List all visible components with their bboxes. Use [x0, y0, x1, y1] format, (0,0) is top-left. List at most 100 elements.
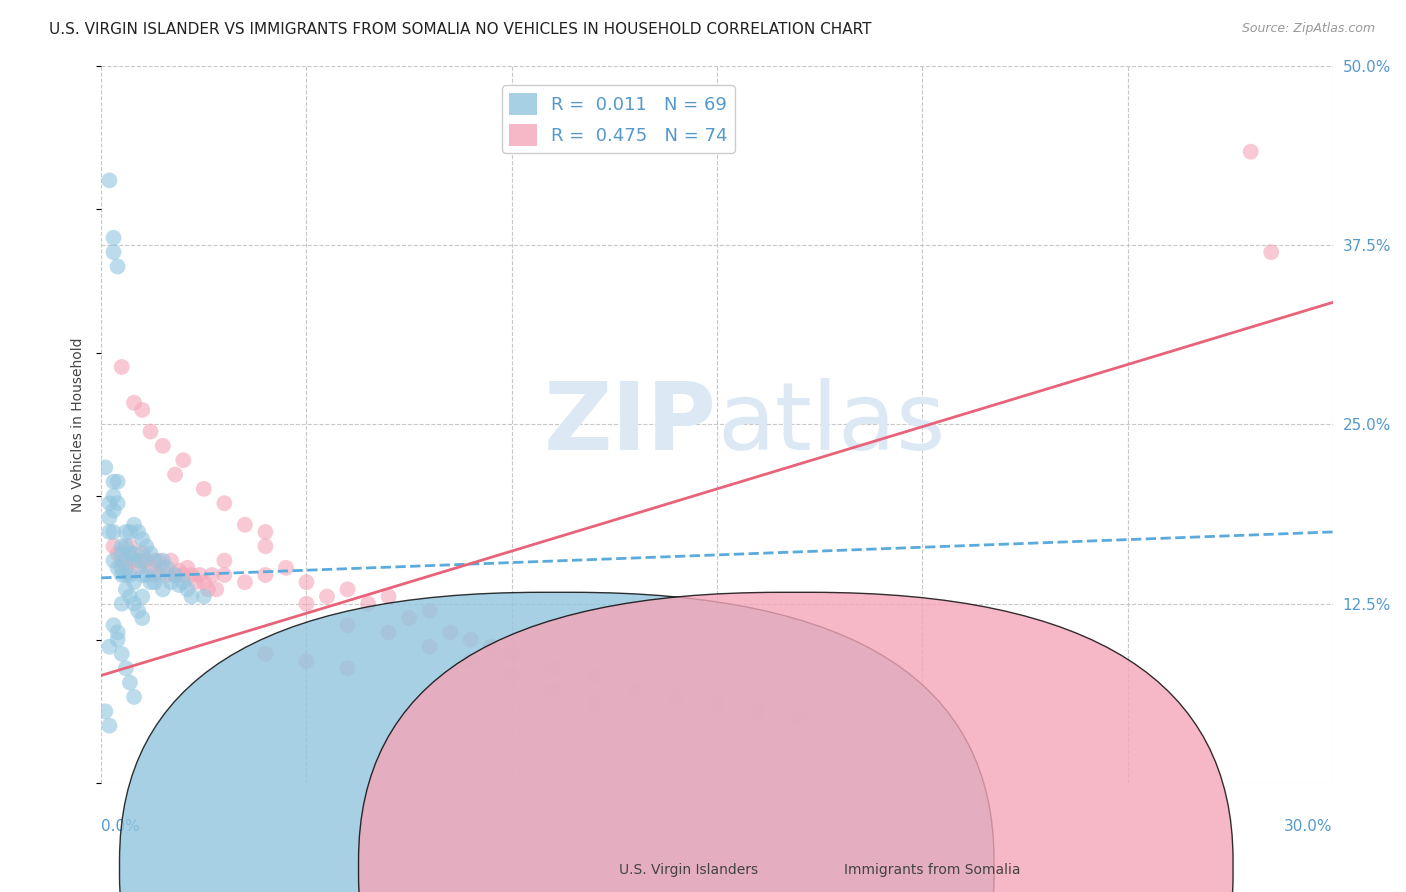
Point — [706, 697, 728, 711]
Point — [111, 597, 134, 611]
Point — [295, 597, 318, 611]
Point — [131, 532, 153, 546]
Point — [127, 604, 149, 618]
Point — [118, 590, 141, 604]
Point — [103, 489, 125, 503]
Point — [115, 539, 138, 553]
Point — [118, 675, 141, 690]
Text: Source: ZipAtlas.com: Source: ZipAtlas.com — [1241, 22, 1375, 36]
Point — [205, 582, 228, 597]
Point — [107, 632, 129, 647]
Point — [127, 554, 149, 568]
Point — [127, 524, 149, 539]
Point — [103, 245, 125, 260]
Text: Immigrants from Somalia: Immigrants from Somalia — [844, 863, 1021, 877]
Point — [122, 546, 145, 560]
Point — [111, 647, 134, 661]
Point — [156, 568, 179, 582]
Point — [184, 575, 207, 590]
Point — [188, 568, 211, 582]
Point — [98, 524, 121, 539]
Text: atlas: atlas — [717, 378, 945, 470]
Point — [122, 575, 145, 590]
Point — [582, 697, 605, 711]
Point — [139, 425, 162, 439]
Point — [460, 654, 482, 668]
Point — [165, 568, 187, 582]
Point — [103, 539, 125, 553]
Point — [98, 510, 121, 524]
Point — [103, 524, 125, 539]
Point — [143, 575, 166, 590]
Point — [139, 575, 162, 590]
Point — [295, 575, 318, 590]
Point — [377, 625, 399, 640]
Text: U.S. VIRGIN ISLANDER VS IMMIGRANTS FROM SOMALIA NO VEHICLES IN HOUSEHOLD CORRELA: U.S. VIRGIN ISLANDER VS IMMIGRANTS FROM … — [49, 22, 872, 37]
Point — [479, 640, 502, 654]
Point — [419, 604, 441, 618]
Point — [787, 711, 810, 725]
Point — [439, 625, 461, 640]
Point — [254, 647, 277, 661]
Legend: R =  0.011   N = 69, R =  0.475   N = 74: R = 0.011 N = 69, R = 0.475 N = 74 — [502, 86, 735, 153]
Point — [103, 231, 125, 245]
Point — [115, 661, 138, 675]
FancyBboxPatch shape — [120, 592, 994, 892]
Point — [152, 554, 174, 568]
Point — [274, 561, 297, 575]
Point — [127, 561, 149, 575]
Point — [131, 590, 153, 604]
Point — [1240, 145, 1263, 159]
Point — [118, 568, 141, 582]
Point — [152, 561, 174, 575]
Point — [214, 496, 236, 510]
Point — [176, 582, 198, 597]
Point — [135, 568, 157, 582]
Point — [180, 590, 202, 604]
Point — [115, 568, 138, 582]
Point — [167, 564, 190, 578]
Point — [107, 546, 129, 560]
Point — [98, 640, 121, 654]
Point — [176, 561, 198, 575]
Point — [254, 524, 277, 539]
Text: U.S. Virgin Islanders: U.S. Virgin Islanders — [619, 863, 758, 877]
Point — [131, 554, 153, 568]
Text: 0.0%: 0.0% — [101, 819, 141, 834]
Point — [148, 554, 170, 568]
Point — [254, 539, 277, 553]
Point — [160, 554, 183, 568]
Point — [460, 632, 482, 647]
Point — [143, 554, 166, 568]
Point — [131, 611, 153, 625]
Point — [1260, 245, 1282, 260]
Point — [122, 517, 145, 532]
Point — [172, 453, 194, 467]
Point — [131, 546, 153, 560]
Point — [139, 546, 162, 560]
Point — [336, 618, 359, 632]
Point — [139, 561, 162, 575]
Point — [131, 403, 153, 417]
Text: ZIP: ZIP — [544, 378, 717, 470]
Point — [501, 668, 523, 682]
Point — [111, 561, 134, 575]
Point — [98, 719, 121, 733]
FancyBboxPatch shape — [359, 592, 1233, 892]
Point — [111, 359, 134, 374]
Point — [107, 625, 129, 640]
Point — [336, 661, 359, 675]
Point — [357, 597, 380, 611]
Point — [115, 582, 138, 597]
Point — [377, 590, 399, 604]
Point — [103, 503, 125, 517]
Point — [501, 647, 523, 661]
Point — [165, 467, 187, 482]
Point — [172, 568, 194, 582]
Point — [135, 539, 157, 553]
Point — [111, 546, 134, 560]
Point — [107, 561, 129, 575]
Y-axis label: No Vehicles in Household: No Vehicles in Household — [72, 337, 86, 512]
Point — [143, 568, 166, 582]
Point — [316, 590, 339, 604]
